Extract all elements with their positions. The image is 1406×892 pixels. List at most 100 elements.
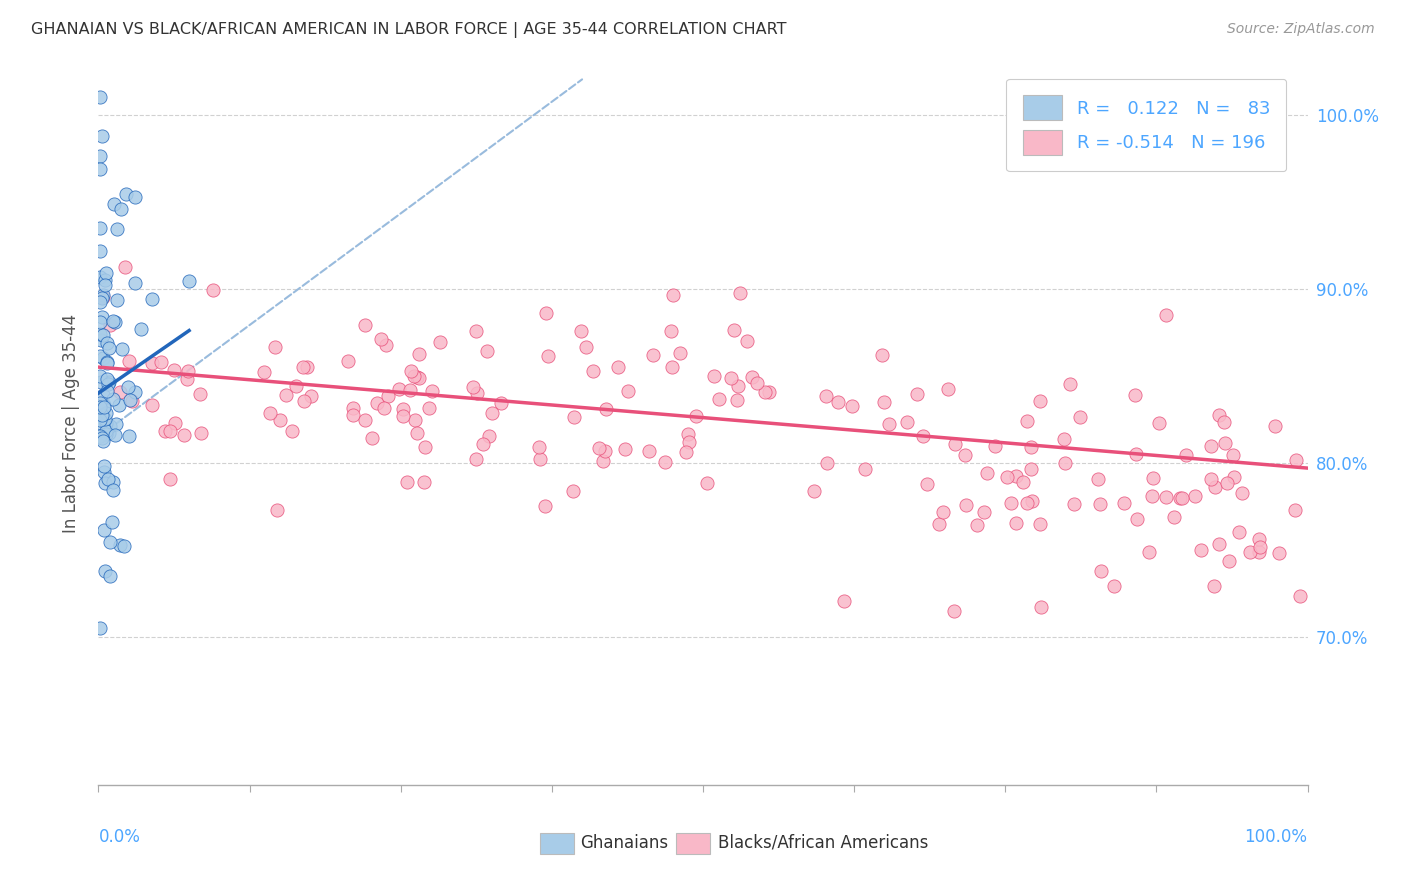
Point bbox=[973, 505, 995, 519]
Point bbox=[1005, 516, 1028, 530]
Point bbox=[373, 401, 395, 416]
FancyBboxPatch shape bbox=[676, 833, 710, 854]
Point bbox=[741, 370, 763, 384]
Point bbox=[574, 340, 596, 354]
Point bbox=[98, 375, 121, 389]
Point bbox=[89, 621, 111, 635]
Point bbox=[465, 386, 488, 401]
Point bbox=[727, 379, 749, 393]
Point bbox=[342, 401, 364, 416]
Point bbox=[928, 516, 950, 531]
Point bbox=[108, 398, 131, 412]
Point bbox=[562, 409, 585, 424]
Point bbox=[1123, 388, 1146, 402]
Point bbox=[429, 334, 451, 349]
Point bbox=[91, 288, 114, 302]
Point bbox=[696, 475, 718, 490]
Point bbox=[613, 442, 636, 456]
Point bbox=[1284, 503, 1306, 517]
Point bbox=[754, 384, 776, 399]
Point bbox=[1223, 469, 1246, 483]
Point bbox=[291, 360, 314, 375]
Point bbox=[853, 462, 876, 476]
Point bbox=[1021, 494, 1043, 508]
Point bbox=[269, 413, 291, 427]
Text: 0.0%: 0.0% bbox=[98, 829, 141, 847]
Point bbox=[94, 412, 117, 426]
Point bbox=[669, 346, 692, 360]
Point bbox=[91, 351, 114, 365]
Point bbox=[93, 434, 115, 448]
Point bbox=[1053, 432, 1076, 446]
Point bbox=[404, 413, 426, 427]
Point bbox=[399, 364, 422, 378]
Point bbox=[1247, 532, 1270, 546]
Legend: R =   0.122   N =   83, R = -0.514   N = 196: R = 0.122 N = 83, R = -0.514 N = 196 bbox=[1007, 78, 1286, 171]
Point bbox=[465, 452, 488, 467]
Point bbox=[1114, 496, 1136, 510]
Point bbox=[1174, 448, 1197, 462]
Point bbox=[1015, 496, 1038, 510]
Point bbox=[399, 383, 422, 397]
Point bbox=[297, 359, 319, 374]
Point bbox=[366, 396, 388, 410]
Point bbox=[124, 277, 146, 291]
Point bbox=[1204, 579, 1226, 593]
Point bbox=[163, 417, 186, 431]
Point bbox=[91, 290, 114, 304]
Point bbox=[675, 445, 697, 459]
Point bbox=[103, 197, 125, 211]
Point bbox=[141, 356, 163, 370]
Point bbox=[1284, 453, 1306, 467]
Point bbox=[728, 285, 751, 300]
Point bbox=[108, 385, 131, 400]
Point bbox=[915, 477, 938, 491]
Point bbox=[827, 394, 849, 409]
Point bbox=[149, 355, 172, 369]
Point bbox=[388, 382, 411, 396]
Point bbox=[391, 409, 413, 424]
Point bbox=[413, 475, 436, 489]
Point bbox=[96, 372, 118, 386]
Point bbox=[404, 368, 426, 383]
Point bbox=[1212, 415, 1234, 429]
Point bbox=[465, 324, 488, 338]
Point bbox=[285, 378, 308, 392]
Point bbox=[141, 293, 163, 307]
Point bbox=[527, 440, 550, 454]
Point bbox=[953, 448, 976, 462]
Point bbox=[1222, 448, 1244, 462]
Point bbox=[1000, 496, 1022, 510]
Point bbox=[179, 274, 201, 288]
Point bbox=[89, 269, 111, 284]
Point bbox=[114, 260, 136, 274]
Point bbox=[481, 406, 503, 420]
Point bbox=[105, 293, 128, 307]
Point bbox=[405, 369, 427, 384]
Point bbox=[911, 428, 934, 442]
Point bbox=[93, 465, 115, 479]
Point bbox=[89, 395, 111, 409]
Point bbox=[121, 394, 143, 409]
Point bbox=[905, 387, 928, 401]
Point bbox=[561, 483, 583, 498]
Point bbox=[582, 364, 605, 378]
Point bbox=[595, 401, 617, 416]
Point bbox=[98, 535, 121, 549]
Point bbox=[703, 369, 725, 384]
Point bbox=[1239, 545, 1261, 559]
Point bbox=[723, 323, 745, 337]
Point bbox=[89, 429, 111, 443]
Point bbox=[188, 386, 211, 401]
Point bbox=[141, 398, 163, 412]
Point bbox=[336, 354, 359, 368]
Point bbox=[678, 426, 700, 441]
Point bbox=[745, 376, 768, 390]
Point bbox=[641, 348, 664, 362]
Point bbox=[108, 538, 131, 552]
Point bbox=[266, 503, 288, 517]
Point bbox=[1168, 491, 1191, 505]
Point bbox=[93, 400, 115, 414]
Point bbox=[176, 371, 198, 385]
Point bbox=[943, 436, 966, 450]
